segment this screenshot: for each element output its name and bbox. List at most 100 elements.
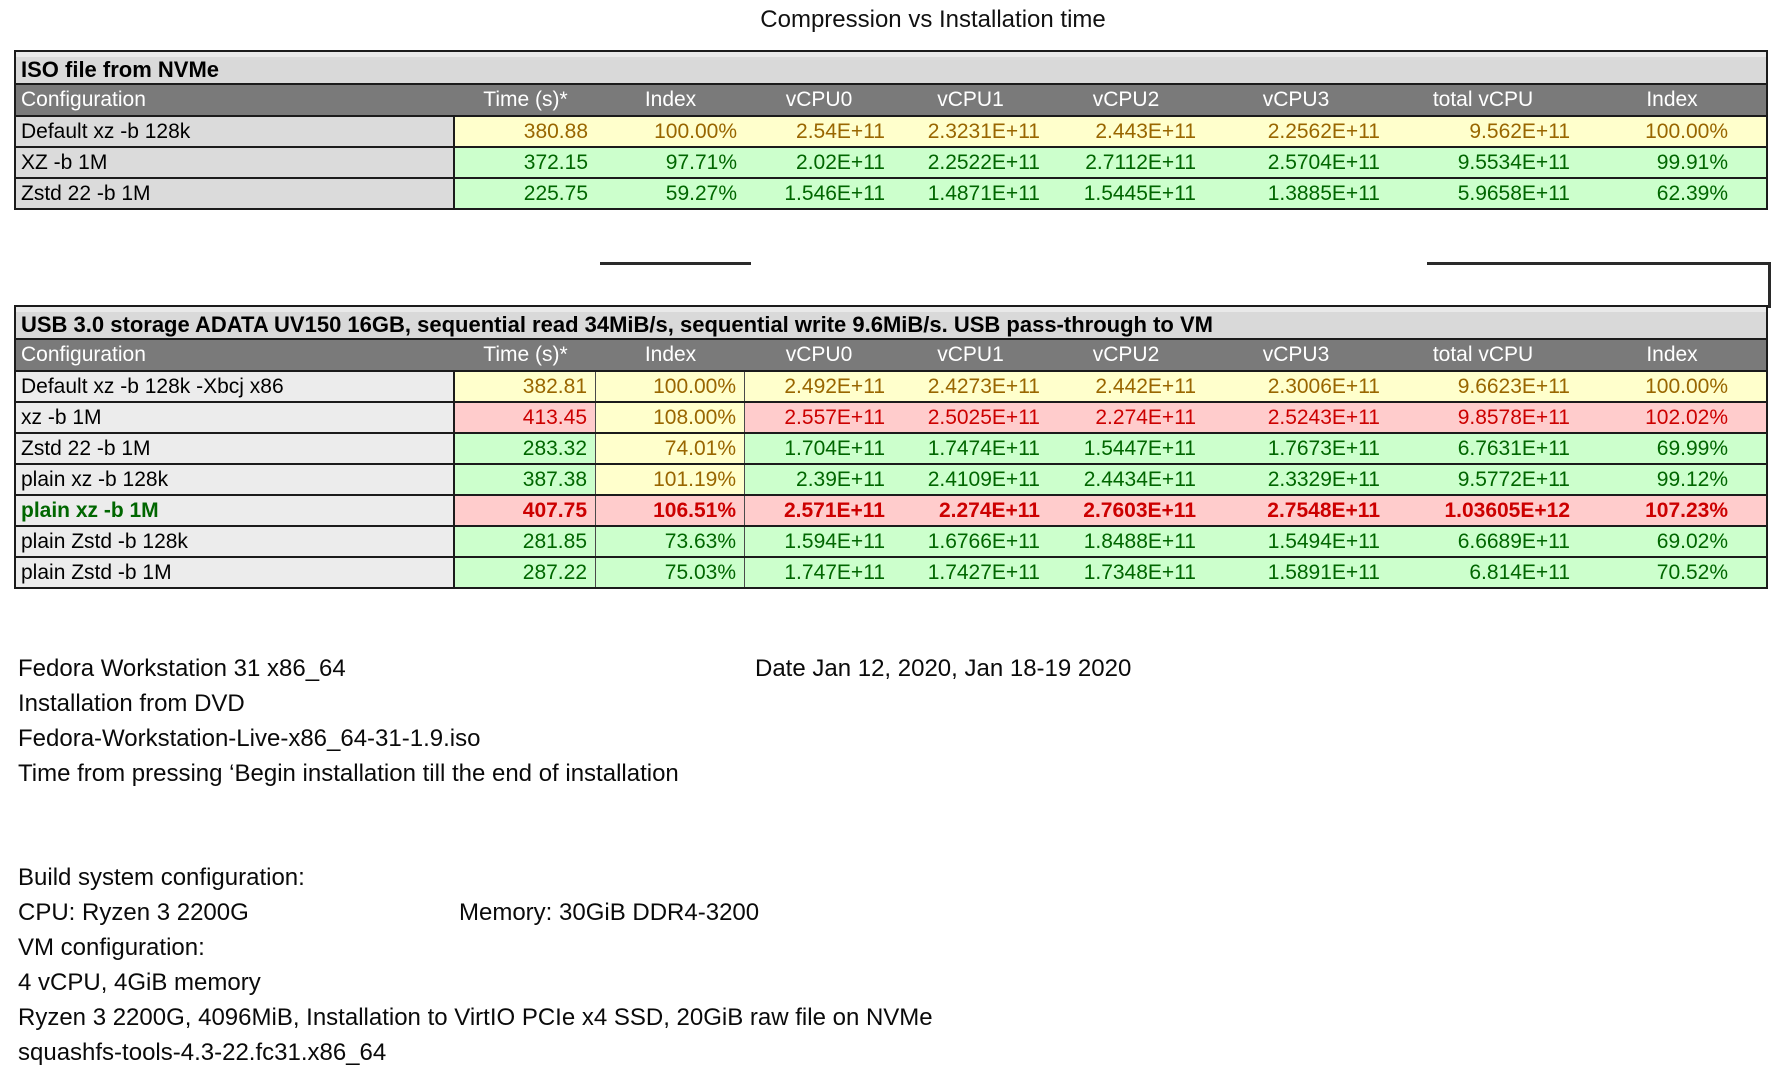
- value-cell: 9.6623E+11: [1388, 372, 1578, 401]
- column-header: Time (s)*: [455, 340, 596, 370]
- value-cell: 2.274E+11: [893, 496, 1048, 525]
- table-header-row: ConfigurationTime (s)*IndexvCPU0vCPU1vCP…: [16, 340, 1766, 372]
- value-cell: 413.45: [455, 403, 596, 432]
- column-header: Index: [596, 340, 745, 370]
- config-cell: plain xz -b 128k: [16, 465, 455, 494]
- value-cell: 2.39E+11: [745, 465, 893, 494]
- value-cell: 2.7603E+11: [1048, 496, 1204, 525]
- value-cell: 382.81: [455, 372, 596, 401]
- build-system-notes: Build system configuration:CPU: Ryzen 3 …: [18, 860, 933, 1070]
- value-cell: 2.557E+11: [745, 403, 893, 432]
- column-header: Index: [596, 85, 745, 115]
- value-cell: 2.274E+11: [1048, 403, 1204, 432]
- table-row: plain Zstd -b 128k281.8573.63%1.594E+111…: [16, 527, 1766, 558]
- column-header: vCPU2: [1048, 340, 1204, 370]
- value-cell: 74.01%: [596, 434, 745, 463]
- value-cell: 1.03605E+12: [1388, 496, 1578, 525]
- value-cell: 281.85: [455, 527, 596, 556]
- value-cell: 1.6766E+11: [893, 527, 1048, 556]
- separator-line-vertical: [1768, 262, 1771, 308]
- config-cell: plain Zstd -b 1M: [16, 558, 455, 587]
- note-line: 4 vCPU, 4GiB memory: [18, 965, 933, 1000]
- value-cell: 6.814E+11: [1388, 558, 1578, 587]
- config-cell: Default xz -b 128k: [16, 117, 455, 146]
- value-cell: 100.00%: [1578, 372, 1766, 401]
- value-cell: 225.75: [455, 179, 596, 208]
- column-header: vCPU0: [745, 85, 893, 115]
- value-cell: 2.7112E+11: [1048, 148, 1204, 177]
- value-cell: 70.52%: [1578, 558, 1766, 587]
- value-cell: 1.5445E+11: [1048, 179, 1204, 208]
- value-cell: 1.594E+11: [745, 527, 893, 556]
- value-cell: 2.492E+11: [745, 372, 893, 401]
- value-cell: 99.91%: [1578, 148, 1766, 177]
- table-row: Zstd 22 -b 1M225.7559.27%1.546E+111.4871…: [16, 179, 1766, 208]
- value-cell: 107.23%: [1578, 496, 1766, 525]
- value-cell: 387.38: [455, 465, 596, 494]
- table-row: Default xz -b 128k -Xbcj x86382.81 100.00…: [16, 372, 1766, 403]
- note-line: Fedora-Workstation-Live-x86_64-31-1.9.is…: [18, 721, 679, 756]
- table-row: XZ -b 1M372.1597.71%2.02E+112.2522E+112.…: [16, 148, 1766, 179]
- iso-nvme-table: ISO file from NVMeConfigurationTime (s)*…: [14, 50, 1768, 210]
- table-row: plain Zstd -b 1M287.2275.03%1.747E+111.7…: [16, 558, 1766, 587]
- column-header: Index: [1578, 85, 1766, 115]
- value-cell: 100.00%: [596, 117, 745, 146]
- value-cell: 1.8488E+11: [1048, 527, 1204, 556]
- table-row: Zstd 22 -b 1M283.3274.01%1.704E+111.7474…: [16, 434, 1766, 465]
- value-cell: 97.71%: [596, 148, 745, 177]
- table-row: xz -b 1M413.45108.00%2.557E+112.5025E+11…: [16, 403, 1766, 434]
- value-cell: 69.02%: [1578, 527, 1766, 556]
- value-cell: 99.12%: [1578, 465, 1766, 494]
- note-line: Build system configuration:: [18, 860, 933, 895]
- column-header: Time (s)*: [455, 85, 596, 115]
- value-cell: 62.39%: [1578, 179, 1766, 208]
- value-cell: 1.5494E+11: [1204, 527, 1388, 556]
- value-cell: 9.8578E+11: [1388, 403, 1578, 432]
- column-header: total vCPU: [1388, 340, 1578, 370]
- value-cell: 1.7427E+11: [893, 558, 1048, 587]
- config-cell: xz -b 1M: [16, 403, 455, 432]
- config-cell: Default xz -b 128k -Xbcj x86: [16, 372, 455, 401]
- note-line: Fedora Workstation 31 x86_64Date Jan 12,…: [18, 651, 679, 686]
- table-header-row: ConfigurationTime (s)*IndexvCPU0vCPU1vCP…: [16, 85, 1766, 117]
- column-header: vCPU3: [1204, 85, 1388, 115]
- value-cell: 1.7474E+11: [893, 434, 1048, 463]
- value-cell: 372.15: [455, 148, 596, 177]
- value-cell: 1.5891E+11: [1204, 558, 1388, 587]
- column-header: vCPU1: [893, 340, 1048, 370]
- installation-notes: Fedora Workstation 31 x86_64Date Jan 12,…: [18, 651, 679, 791]
- column-header: vCPU1: [893, 85, 1048, 115]
- value-cell: 2.4109E+11: [893, 465, 1048, 494]
- separator-line-left: [600, 262, 751, 265]
- value-cell: 1.747E+11: [745, 558, 893, 587]
- value-cell: 2.3329E+11: [1204, 465, 1388, 494]
- value-cell: 101.19%: [596, 465, 745, 494]
- value-cell: 1.3885E+11: [1204, 179, 1388, 208]
- note-line: Installation from DVD: [18, 686, 679, 721]
- table-caption: ISO file from NVMe: [16, 57, 1766, 85]
- column-header: total vCPU: [1388, 85, 1578, 115]
- column-header: Configuration: [16, 340, 455, 370]
- value-cell: 6.7631E+11: [1388, 434, 1578, 463]
- note-line: CPU: Ryzen 3 2200GMemory: 30GiB DDR4-320…: [18, 895, 933, 930]
- column-header: vCPU3: [1204, 340, 1388, 370]
- value-cell: 9.5534E+11: [1388, 148, 1578, 177]
- value-cell: 6.6689E+11: [1388, 527, 1578, 556]
- note-line: Ryzen 3 2200G, 4096MiB, Installation to …: [18, 1000, 933, 1035]
- config-cell: Zstd 22 -b 1M: [16, 434, 455, 463]
- config-cell: Zstd 22 -b 1M: [16, 179, 455, 208]
- value-cell: 407.75: [455, 496, 596, 525]
- value-cell: 59.27%: [596, 179, 745, 208]
- value-cell: 9.562E+11: [1388, 117, 1578, 146]
- value-cell: 9.5772E+11: [1388, 465, 1578, 494]
- value-cell: 100.00%: [1578, 117, 1766, 146]
- value-cell: 2.3231E+11: [893, 117, 1048, 146]
- value-cell: 2.4273E+11: [893, 372, 1048, 401]
- value-cell: 283.32: [455, 434, 596, 463]
- value-cell: 73.63%: [596, 527, 745, 556]
- value-cell: 2.2522E+11: [893, 148, 1048, 177]
- value-cell: 2.571E+11: [745, 496, 893, 525]
- value-cell: 1.7673E+11: [1204, 434, 1388, 463]
- value-cell: 1.704E+11: [745, 434, 893, 463]
- value-cell: 2.442E+11: [1048, 372, 1204, 401]
